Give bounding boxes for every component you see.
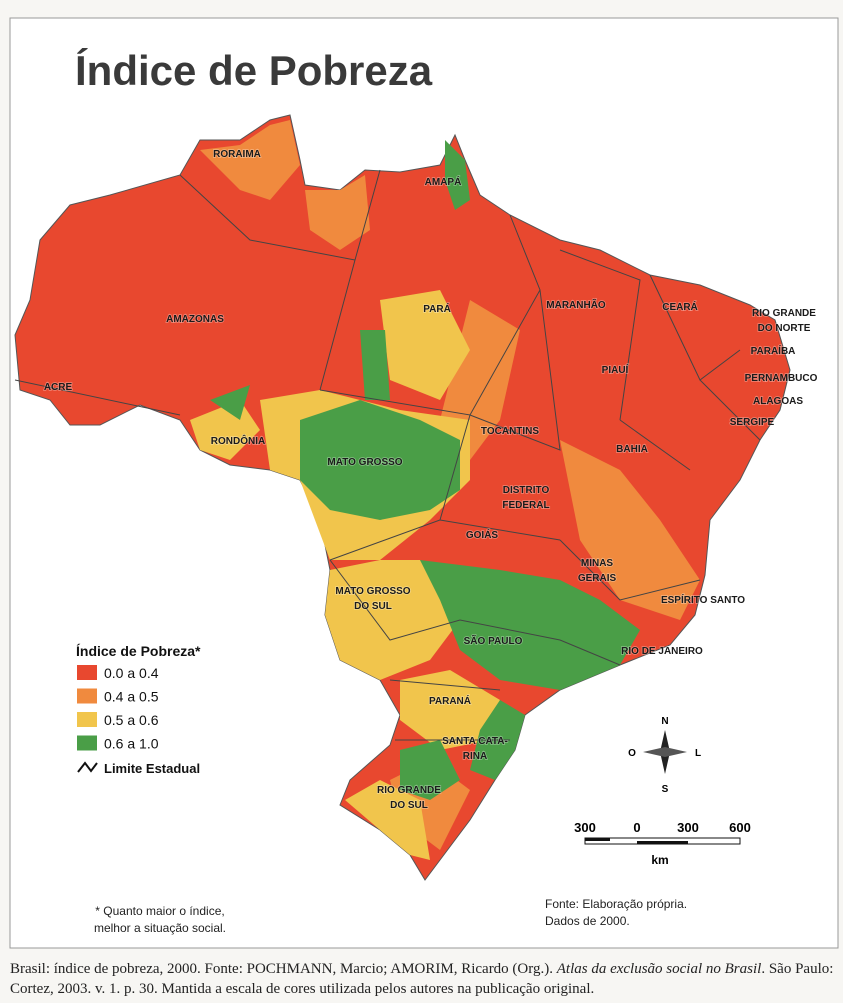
legend-label: Limite Estadual xyxy=(104,761,200,776)
state-boundaries xyxy=(14,169,761,741)
brazil xyxy=(14,114,791,881)
source-note: Fonte: Elaboração própria. Dados de 2000. xyxy=(545,897,687,928)
state-label: AMAPÁ xyxy=(425,175,462,188)
region-orange xyxy=(200,120,700,850)
state-label: CEARÁ xyxy=(662,300,698,313)
state-label: DO SUL xyxy=(354,601,392,612)
state-labels: RORAIMA AMAPÁ AMAZONAS PARÁ MARANHÃO CEARÁ RIO… xyxy=(43,148,818,812)
compass-label: O xyxy=(628,748,636,759)
state-label: RIO DE JANEIRO xyxy=(621,646,703,657)
scale-segment xyxy=(585,838,610,841)
state-label: RONDÔNIA xyxy=(211,434,265,447)
compass-rose: N S O L xyxy=(628,716,701,795)
state-label: ESPÍRITO SANTO xyxy=(661,593,745,606)
legend-label: 0.6 a 1.0 xyxy=(104,736,159,752)
state-label: PARAÍBA xyxy=(751,344,796,357)
state-label: PARÁ xyxy=(423,302,451,315)
source-line: Fonte: Elaboração própria. xyxy=(545,897,687,911)
scale-tick-label: 0 xyxy=(633,820,640,835)
state-label: PERNAMBUCO xyxy=(745,373,818,384)
legend-swatch xyxy=(77,712,97,727)
state-label: BAHIA xyxy=(616,444,648,455)
caption: Brasil: índice de pobreza, 2000. Fonte: … xyxy=(10,959,840,999)
caption-title: Atlas da exclusão social no Brasil xyxy=(556,961,762,977)
legend: Índice de Pobreza* 0.0 a 0.4 0.4 a 0.5 0.5 … xyxy=(76,643,201,776)
scale-tick-label: 300 xyxy=(574,820,596,835)
state-label: RINA xyxy=(463,751,487,762)
map-figure: Índice de Pobreza RORAIMA AMAPÁ AMAZONAS PA… xyxy=(9,17,839,949)
compass-label: S xyxy=(662,784,669,795)
legend-title: Índice de Pobreza* xyxy=(76,643,201,659)
map-title: Índice de Pobreza xyxy=(75,47,433,94)
legend-label: 0.0 a 0.4 xyxy=(104,665,159,681)
state-label: RORAIMA xyxy=(213,149,261,160)
state-label: DISTRITO xyxy=(503,485,550,496)
scale-tick-label: 600 xyxy=(729,820,751,835)
state-label: ACRE xyxy=(44,382,73,393)
state-label: PIAUÍ xyxy=(602,363,629,376)
legend-swatch xyxy=(77,688,97,704)
state-label: MARANHÃO xyxy=(546,298,606,311)
source-line: Dados de 2000. xyxy=(545,914,630,928)
state-label: MATO GROSSO xyxy=(327,457,402,468)
state-label: PARANÁ xyxy=(429,694,471,707)
state-label: DO SUL xyxy=(390,800,428,811)
scale-tick-label: 300 xyxy=(677,820,699,835)
state-label: GERAIS xyxy=(578,573,617,584)
legend-label: 0.4 a 0.5 xyxy=(104,689,159,705)
compass-label: L xyxy=(695,748,701,759)
scale-bar: km 300 0 300 600 xyxy=(574,820,751,867)
compass-label: N xyxy=(661,716,668,727)
scale-unit: km xyxy=(651,853,668,867)
scale-segment xyxy=(637,841,688,844)
compass-needle xyxy=(643,747,687,757)
state-label: RIO GRANDE xyxy=(377,785,441,796)
state-label: MATO GROSSO xyxy=(335,586,410,597)
state-label: DO NORTE xyxy=(758,323,811,334)
legend-swatch xyxy=(77,735,97,751)
state-label: SERGIPE xyxy=(730,417,775,428)
footnote: * Quanto maior o índice, melhor a situaçã… xyxy=(94,904,226,935)
footnote-line: melhor a situação social. xyxy=(94,921,226,935)
state-label: AMAZONAS xyxy=(166,314,224,325)
state-label: SANTA CATA- xyxy=(442,736,508,747)
state-label: GOIÁS xyxy=(466,528,499,541)
footnote-line: * Quanto maior o índice, xyxy=(95,904,224,918)
state-label: SÃO PAULO xyxy=(464,634,523,647)
caption-text: . São Paulo: Cortez, 2003. v. 1. p. 30. … xyxy=(10,961,834,997)
legend-swatch xyxy=(77,665,97,680)
state-label: RIO GRANDE xyxy=(752,308,816,319)
state-label: MINAS xyxy=(581,558,614,569)
state-label: ALAGOAS xyxy=(753,396,803,407)
legend-boundary-icon xyxy=(77,761,98,773)
state-label: FEDERAL xyxy=(502,500,549,511)
state-label: TOCANTINS xyxy=(481,426,539,437)
legend-label: 0.5 a 0.6 xyxy=(104,712,159,728)
caption-text: Brasil: índice de pobreza, 2000. Fonte: … xyxy=(10,961,557,977)
